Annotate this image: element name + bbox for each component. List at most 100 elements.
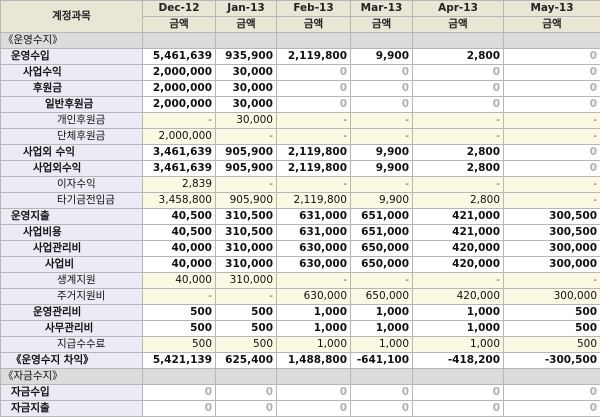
amount-cell: 300,500	[504, 209, 600, 225]
amount-cell: 0	[413, 97, 504, 113]
month-header: Dec-12	[143, 1, 216, 17]
amount-cell: 40,000	[143, 257, 216, 273]
amount-cell: 0	[504, 65, 600, 81]
amount-subheader: 금액	[351, 17, 413, 33]
amount-cell: 310,000	[216, 241, 277, 257]
amount-cell: -	[277, 177, 351, 193]
amount-cell: -	[351, 177, 413, 193]
amount-cell: 5,421,139	[143, 353, 216, 369]
amount-cell: 0	[277, 65, 351, 81]
amount-cell: -	[143, 113, 216, 129]
amount-cell: -	[504, 193, 600, 209]
amount-cell	[277, 369, 351, 385]
amount-cell: -	[143, 289, 216, 305]
amount-cell: 935,900	[216, 49, 277, 65]
amount-cell: 2,119,800	[277, 145, 351, 161]
amount-cell: 650,000	[351, 257, 413, 273]
amount-cell: 0	[277, 401, 351, 417]
amount-cell: 650,000	[351, 241, 413, 257]
amount-cell	[216, 369, 277, 385]
amount-cell: 310,000	[216, 257, 277, 273]
amount-cell: 2,800	[413, 145, 504, 161]
amount-cell: 500	[143, 337, 216, 353]
amount-cell: -	[277, 113, 351, 129]
account-label: 사업비용	[1, 225, 143, 241]
amount-cell: 310,500	[216, 225, 277, 241]
amount-cell: 0	[351, 385, 413, 401]
amount-cell	[413, 33, 504, 49]
amount-cell: 300,500	[504, 225, 600, 241]
account-label: 사업비	[1, 257, 143, 273]
amount-cell: 500	[504, 337, 600, 353]
amount-cell: 2,000,000	[143, 81, 216, 97]
amount-subheader: 금액	[413, 17, 504, 33]
amount-cell: -	[504, 177, 600, 193]
amount-cell	[216, 33, 277, 49]
amount-cell: 300,000	[504, 289, 600, 305]
amount-cell: 1,000	[351, 305, 413, 321]
amount-cell: 630,000	[277, 241, 351, 257]
amount-cell: 500	[504, 321, 600, 337]
amount-cell: 1,000	[277, 305, 351, 321]
amount-cell: 2,119,800	[277, 49, 351, 65]
amount-cell: 1,488,800	[277, 353, 351, 369]
amount-cell: 310,500	[216, 209, 277, 225]
account-label: 《자금수지》	[1, 369, 143, 385]
amount-cell: 0	[143, 385, 216, 401]
amount-cell: 9,900	[351, 145, 413, 161]
amount-cell: 650,000	[351, 289, 413, 305]
amount-cell: 631,000	[277, 225, 351, 241]
amount-cell: 420,000	[413, 289, 504, 305]
amount-cell: -	[504, 113, 600, 129]
amount-cell: 1,000	[413, 321, 504, 337]
amount-cell: 500	[143, 321, 216, 337]
amount-cell: 630,000	[277, 257, 351, 273]
month-header: Jan-13	[216, 1, 277, 17]
amount-cell: 500	[143, 305, 216, 321]
amount-subheader: 금액	[143, 17, 216, 33]
amount-cell: 0	[504, 97, 600, 113]
amount-cell: 300,000	[504, 257, 600, 273]
amount-cell: 300,000	[504, 241, 600, 257]
amount-cell: -	[351, 129, 413, 145]
account-label: 사업외 수익	[1, 145, 143, 161]
amount-cell: 420,000	[413, 257, 504, 273]
amount-cell: 0	[351, 97, 413, 113]
amount-cell: 0	[216, 385, 277, 401]
amount-cell: 2,800	[413, 49, 504, 65]
amount-subheader: 금액	[277, 17, 351, 33]
amount-cell: 0	[504, 385, 600, 401]
amount-cell: 9,900	[351, 49, 413, 65]
amount-cell: -	[351, 113, 413, 129]
amount-cell: 0	[504, 401, 600, 417]
amount-cell	[143, 369, 216, 385]
amount-cell: 40,000	[143, 241, 216, 257]
amount-cell	[504, 33, 600, 49]
amount-cell: 421,000	[413, 225, 504, 241]
amount-cell: 2,000,000	[143, 65, 216, 81]
amount-cell: 905,900	[216, 145, 277, 161]
account-label: 사업외수익	[1, 161, 143, 177]
amount-cell: 0	[413, 401, 504, 417]
amount-cell: 0	[504, 81, 600, 97]
amount-cell: 2,800	[413, 161, 504, 177]
account-label: 자금수입	[1, 385, 143, 401]
amount-cell: 905,900	[216, 161, 277, 177]
amount-cell: 905,900	[216, 193, 277, 209]
amount-cell	[277, 33, 351, 49]
month-header: Mar-13	[351, 1, 413, 17]
amount-cell: 625,400	[216, 353, 277, 369]
account-label: 자금지출	[1, 401, 143, 417]
table-row: 《운영수지》	[1, 33, 600, 49]
amount-cell: -	[413, 177, 504, 193]
amount-cell	[413, 369, 504, 385]
